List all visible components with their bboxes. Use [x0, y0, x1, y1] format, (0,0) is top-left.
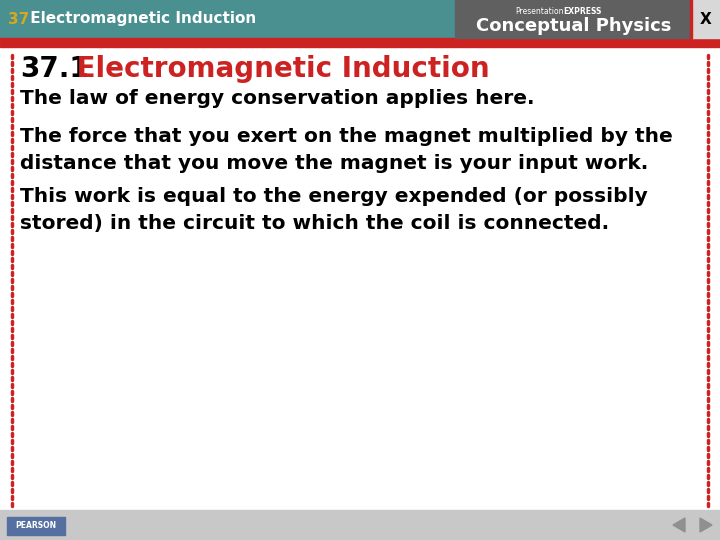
- Text: Electromagnetic Induction: Electromagnetic Induction: [25, 11, 256, 26]
- Text: Electromagnetic Induction: Electromagnetic Induction: [67, 55, 490, 83]
- Bar: [455, 0, 692, 38]
- Bar: [0, 47, 720, 510]
- Bar: [692, 0, 720, 38]
- Bar: [0, 38, 720, 43]
- Text: Conceptual Physics: Conceptual Physics: [476, 17, 671, 35]
- Bar: [7, 517, 65, 535]
- Bar: [690, 0, 692, 38]
- Polygon shape: [673, 518, 685, 532]
- Text: 37: 37: [8, 11, 30, 26]
- Text: The force that you exert on the magnet multiplied by the
distance that you move : The force that you exert on the magnet m…: [20, 127, 672, 173]
- Bar: [0, 44, 720, 47]
- Text: This work is equal to the energy expended (or possibly
stored) in the circuit to: This work is equal to the energy expende…: [20, 187, 648, 233]
- Text: X: X: [700, 11, 712, 26]
- Text: EXPRESS: EXPRESS: [564, 7, 602, 16]
- Text: 37.1: 37.1: [20, 55, 89, 83]
- Bar: [0, 0, 720, 38]
- Polygon shape: [700, 518, 712, 532]
- Text: The law of energy conservation applies here.: The law of energy conservation applies h…: [20, 89, 534, 108]
- Bar: [0, 510, 720, 540]
- Text: Presentation: Presentation: [515, 7, 564, 16]
- Text: PEARSON: PEARSON: [15, 522, 57, 530]
